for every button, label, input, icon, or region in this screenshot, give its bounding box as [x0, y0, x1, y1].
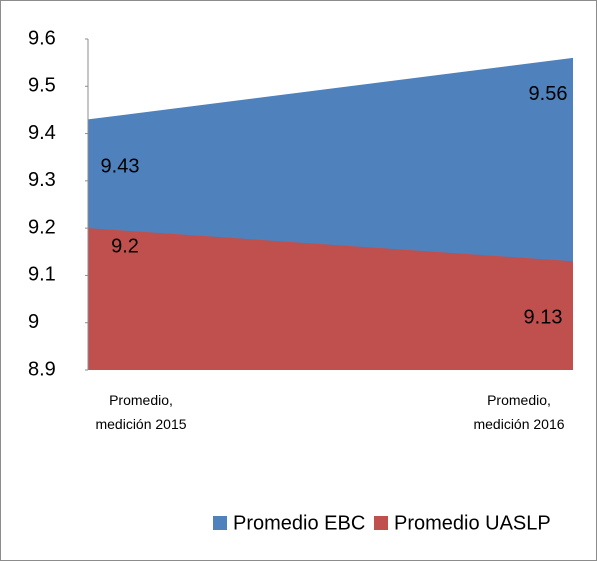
x-tick-label: Promedio, medición 2016: [473, 392, 565, 432]
y-tick-label: 9.1: [28, 264, 56, 286]
y-tick-label: 8.9: [28, 358, 56, 380]
data-label: 9.56: [529, 83, 568, 105]
legend-label: Promedio UASLP: [394, 512, 551, 534]
y-tick-label: 9.6: [28, 27, 56, 49]
legend-swatch: [213, 516, 227, 530]
x-tick-label: Promedio, medición 2015: [95, 392, 187, 432]
y-tick-label: 9.2: [28, 216, 56, 238]
y-tick-label: 9.3: [28, 169, 56, 191]
y-tick-label: 9.5: [28, 75, 56, 97]
legend-label: Promedio EBC: [233, 512, 365, 534]
y-tick-label: 9: [28, 311, 39, 333]
data-label: 9.2: [111, 235, 139, 257]
y-tick-label: 9.4: [28, 122, 56, 144]
legend-swatch: [374, 516, 388, 530]
data-label: 9.43: [101, 156, 140, 178]
area: [88, 228, 573, 370]
data-label: 9.13: [524, 307, 563, 329]
